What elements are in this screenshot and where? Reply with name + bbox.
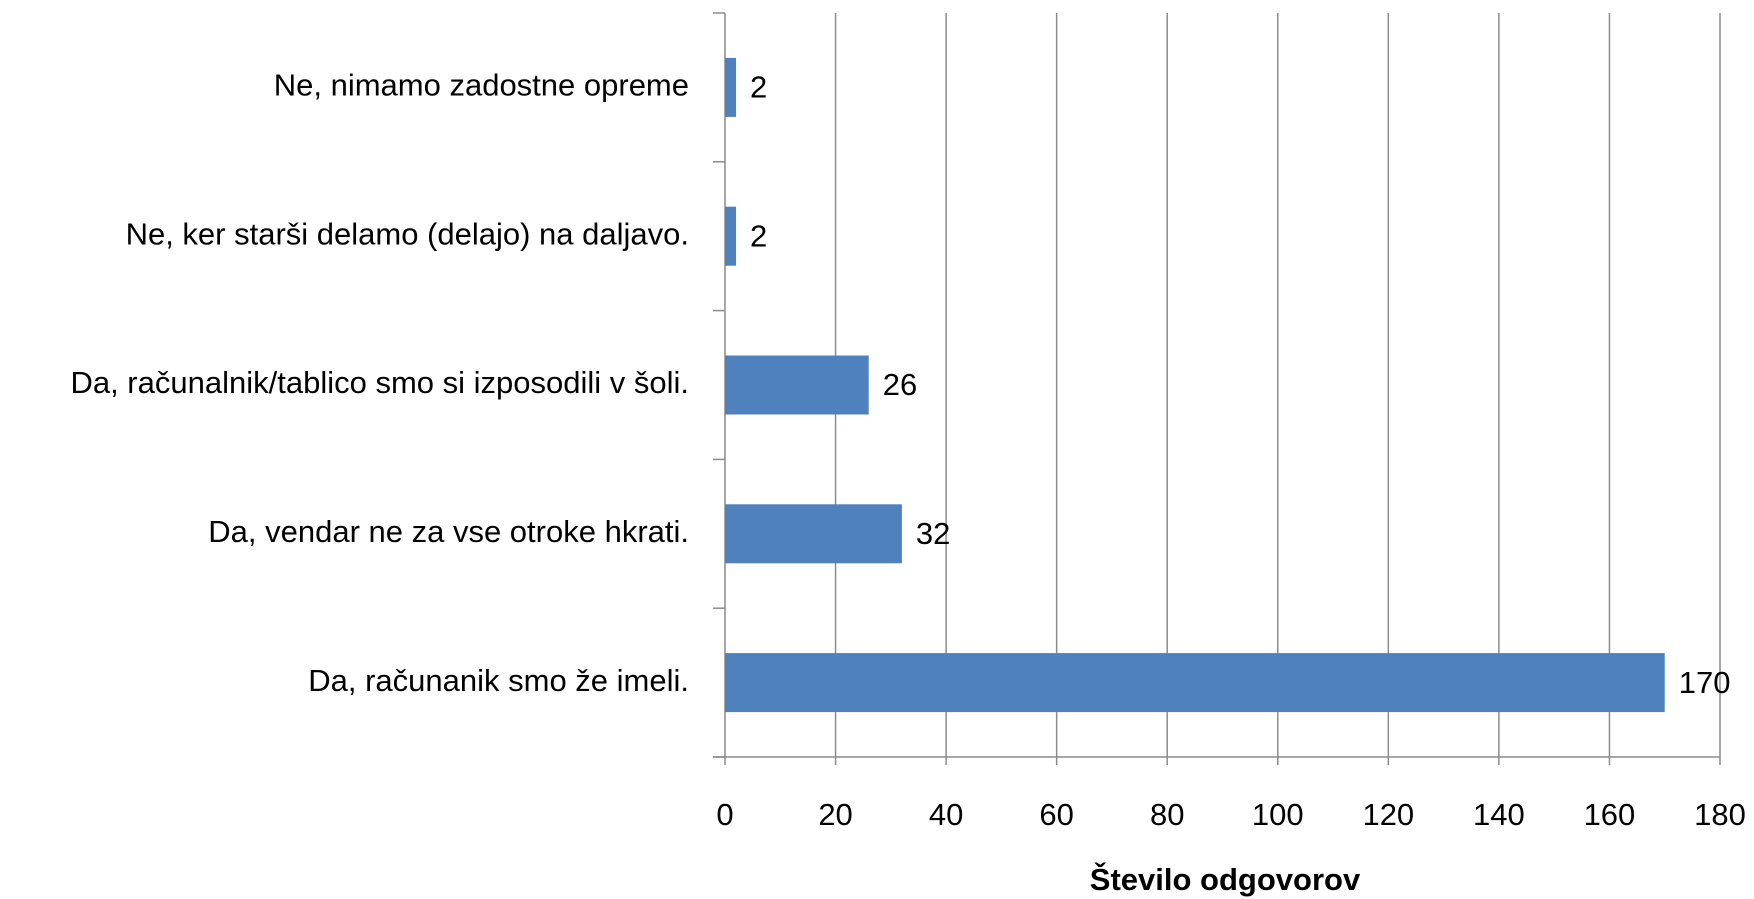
bar (725, 57, 737, 117)
x-tick-label: 40 (929, 797, 963, 832)
y-tick-label: Ne, ker starši delamo (delajo) na daljav… (126, 216, 689, 251)
x-tick-label: 120 (1362, 797, 1414, 832)
y-tick-label: Da, vendar ne za vse otroke hkrati. (208, 514, 689, 549)
bar (725, 504, 902, 564)
data-label: 2 (750, 70, 767, 105)
y-tick-label: Da, računalnik/tablico smo si izposodili… (70, 365, 689, 400)
x-tick-label: 60 (1039, 797, 1073, 832)
x-tick-label: 80 (1150, 797, 1184, 832)
data-label: 26 (883, 367, 917, 402)
x-tick-label: 160 (1584, 797, 1636, 832)
bar (725, 355, 869, 415)
x-axis-label: Število odgovorov (1090, 861, 1361, 897)
y-tick-label: Ne, nimamo zadostne opreme (274, 68, 689, 103)
x-tick-label: 20 (818, 797, 852, 832)
data-label: 32 (916, 516, 950, 551)
x-tick-label: 0 (716, 797, 733, 832)
x-tick-label: 140 (1473, 797, 1525, 832)
data-label: 2 (750, 218, 767, 253)
x-tick-label: 100 (1252, 797, 1304, 832)
data-label: 170 (1679, 665, 1731, 700)
x-tick-label: 180 (1694, 797, 1746, 832)
bar (725, 653, 1665, 713)
y-tick-label: Da, računanik smo že imeli. (308, 663, 689, 698)
bar (725, 206, 737, 266)
